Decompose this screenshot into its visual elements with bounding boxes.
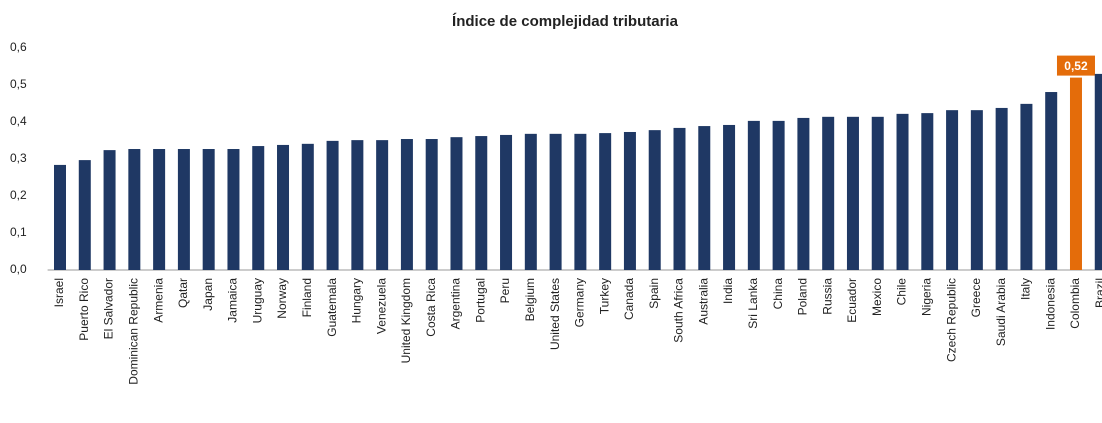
bar xyxy=(995,107,1008,270)
x-tick-label: El Salvador xyxy=(102,278,116,339)
bar xyxy=(1069,77,1082,270)
x-tick-label: Finland xyxy=(300,278,314,317)
bar xyxy=(574,133,587,270)
bar xyxy=(301,143,314,270)
bar xyxy=(78,160,91,270)
x-tick-label: Greece xyxy=(969,278,983,318)
x-tick-label: Costa Rica xyxy=(424,278,438,337)
bar xyxy=(400,139,413,270)
bar xyxy=(946,110,959,270)
y-tick-label: 0,4 xyxy=(10,114,27,128)
bar xyxy=(103,150,116,270)
x-tick-label: Hungary xyxy=(350,278,364,323)
y-tick-label: 0,2 xyxy=(10,188,27,202)
x-tick-label: Japan xyxy=(201,278,215,311)
y-tick-label: 0,5 xyxy=(10,77,27,91)
x-tick-label: Australia xyxy=(696,278,710,325)
bar xyxy=(970,110,983,270)
x-tick-label: Italy xyxy=(1019,278,1033,300)
x-tick-label: Brazil xyxy=(1093,278,1102,308)
x-tick-label: United States xyxy=(548,278,562,350)
bar xyxy=(177,149,190,270)
bar xyxy=(747,120,760,270)
bar xyxy=(698,126,711,270)
x-tick-label: Chile xyxy=(895,278,909,306)
bar xyxy=(896,113,909,270)
bar xyxy=(846,116,859,270)
x-tick-label: Ecuador xyxy=(845,278,859,323)
bar xyxy=(277,144,290,270)
bar xyxy=(772,120,785,270)
x-tick-label: Puerto Rico xyxy=(77,278,91,341)
bar xyxy=(450,137,463,270)
bar xyxy=(673,127,686,270)
y-tick-label: 0,1 xyxy=(10,225,27,239)
x-tick-label: Colombia xyxy=(1068,278,1082,329)
y-tick-label: 0,0 xyxy=(10,262,27,276)
x-tick-label: Uruguay xyxy=(250,278,264,323)
x-tick-label: Nigeria xyxy=(919,278,933,316)
bar xyxy=(153,149,166,270)
x-tick-label: Venezuela xyxy=(374,278,388,334)
x-tick-label: Israel xyxy=(52,278,66,307)
x-tick-label: Russia xyxy=(820,278,834,315)
x-tick-label: Indonesia xyxy=(1043,278,1057,330)
bar xyxy=(623,131,636,270)
x-tick-label: Peru xyxy=(498,278,512,303)
x-tick-label: China xyxy=(771,278,785,310)
x-tick-label: Turkey xyxy=(597,278,611,314)
bar xyxy=(1094,73,1102,271)
bar xyxy=(723,124,736,271)
bar xyxy=(128,149,141,270)
x-tick-label: Guatemala xyxy=(325,278,339,337)
x-tick-label: South Africa xyxy=(672,278,686,343)
bar xyxy=(871,116,884,270)
x-tick-label: Belgium xyxy=(523,278,537,321)
bar xyxy=(252,146,265,270)
x-tick-label: Norway xyxy=(275,278,289,319)
value-label: 0,52 xyxy=(1064,59,1088,73)
bar xyxy=(425,139,438,270)
bar xyxy=(797,117,810,271)
bar xyxy=(524,133,537,270)
x-tick-label: Spain xyxy=(647,278,661,309)
bar xyxy=(326,140,339,270)
x-tick-label: Canada xyxy=(622,278,636,320)
x-tick-label: United Kingdom xyxy=(399,278,413,363)
bar xyxy=(227,149,240,270)
x-tick-label: Poland xyxy=(796,278,810,315)
bar xyxy=(599,133,612,270)
x-tick-label: Armenia xyxy=(151,278,165,323)
bar xyxy=(351,140,364,270)
bar xyxy=(1020,103,1033,271)
bar xyxy=(475,136,488,270)
x-tick-label: Dominican Republic xyxy=(127,278,141,385)
x-tick-label: India xyxy=(721,278,735,304)
bar xyxy=(202,149,215,270)
bar xyxy=(549,133,562,270)
x-tick-label: Sri Lanka xyxy=(746,278,760,329)
x-tick-label: Argentina xyxy=(449,278,463,330)
x-tick-label: Mexico xyxy=(870,278,884,316)
y-tick-label: 0,3 xyxy=(10,151,27,165)
x-tick-label: Portugal xyxy=(473,278,487,323)
bar xyxy=(54,164,66,270)
bar xyxy=(1045,92,1058,270)
x-tick-label: Germany xyxy=(573,278,587,327)
x-tick-label: Qatar xyxy=(176,278,190,308)
bar xyxy=(822,116,835,270)
x-tick-label: Jamaica xyxy=(226,278,240,323)
value-label-box xyxy=(1056,55,1095,76)
bar xyxy=(376,140,389,270)
bar xyxy=(500,134,513,270)
x-tick-label: Czech Republic xyxy=(944,278,958,362)
bar xyxy=(921,113,934,271)
x-tick-label: Saudi Arabia xyxy=(994,278,1008,346)
y-tick-label: 0,6 xyxy=(10,40,27,54)
chart-title: Índice de complejidad tributaria xyxy=(452,13,679,30)
bar xyxy=(648,130,661,270)
